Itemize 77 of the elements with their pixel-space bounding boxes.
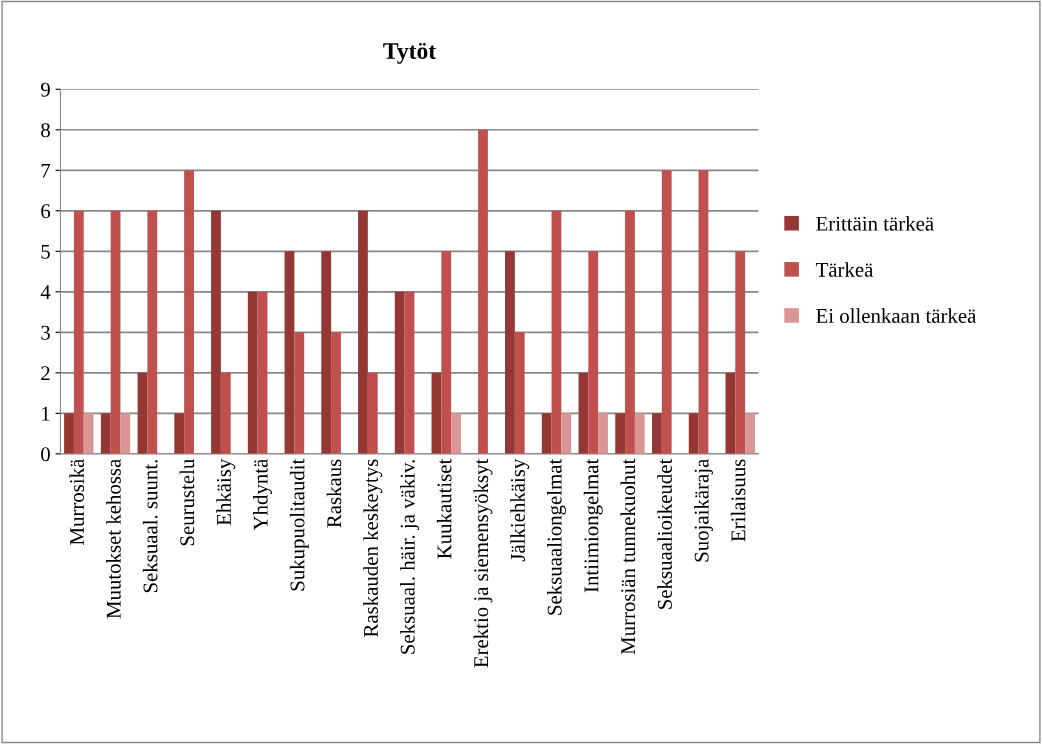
y-tick-label: 9: [40, 82, 50, 97]
x-tick-label: Murrosikä: [69, 458, 85, 545]
bar: [625, 210, 635, 454]
bar: [358, 210, 368, 454]
x-tick-label: Sukupuolitaudit: [289, 458, 309, 591]
bar: [147, 210, 158, 454]
bar: [541, 413, 552, 454]
y-tick-label: 5: [41, 244, 50, 259]
x-tick-label: Seksuaal. suunt.: [142, 460, 158, 593]
bar: [578, 372, 589, 454]
x-tick-label: Yhdyntä: [253, 458, 273, 531]
y-tick-label: 8: [41, 123, 50, 138]
bar: [615, 413, 626, 454]
bar: [598, 413, 608, 454]
bar: [404, 291, 415, 454]
bar: [174, 413, 185, 454]
x-tick-label: Kuukautiset: [436, 458, 452, 559]
bar: [561, 413, 572, 454]
bar: [652, 413, 662, 454]
legend-label: Tärkeä: [815, 262, 874, 277]
bar: [367, 372, 378, 454]
bar: [698, 170, 709, 454]
legend-label: Ei ollenkaan tärkeä: [816, 308, 977, 323]
x-tick-label: Jälkiehkäisy: [510, 458, 530, 562]
x-tick-label: Erektio ja siemensyöksyt: [473, 458, 493, 668]
legend-label: Erittäin tärkeä: [816, 216, 934, 231]
bar: [321, 251, 332, 454]
bar: [184, 170, 194, 454]
bar: [294, 332, 305, 454]
bar: [247, 291, 258, 454]
bar: [745, 413, 755, 454]
bar: [220, 372, 231, 454]
y-tick-label: 0: [41, 447, 50, 462]
x-tick-label: Seksuaalioikeudet: [657, 458, 672, 609]
bar: [284, 251, 295, 454]
bar: [137, 372, 148, 454]
bar: [257, 291, 268, 454]
bar: [661, 170, 672, 454]
chart-title: Tytöt: [383, 42, 437, 64]
bar: [73, 210, 84, 454]
bar: [83, 413, 94, 454]
y-tick-label: 4: [40, 285, 51, 300]
bar: [394, 291, 405, 454]
x-tick-label: Seksuaal. häir. ja väkiv.: [400, 460, 419, 654]
bar: [514, 332, 525, 454]
x-tick-label: Raskauden keskeytys: [363, 459, 383, 637]
bar: [505, 251, 515, 454]
bar: [64, 413, 74, 454]
bar: [725, 372, 736, 454]
bar: [331, 332, 341, 454]
y-tick-label: 7: [41, 163, 51, 178]
y-tick-label: 2: [41, 366, 50, 381]
bar: [451, 413, 461, 454]
bar: [100, 413, 111, 454]
x-tick-label: Erilaisuus: [730, 459, 746, 542]
bar: [478, 129, 488, 454]
bar: [431, 372, 442, 454]
bar: [634, 413, 645, 454]
bar: [110, 210, 121, 454]
bar: [441, 251, 452, 454]
x-tick-label: Seurustelu: [179, 459, 195, 546]
y-tick-label: 6: [41, 204, 51, 219]
x-tick-label: Intiimiongelmat: [583, 458, 603, 593]
bar: [551, 210, 562, 454]
bar: [688, 413, 699, 454]
x-tick-label: Suojaikäraja: [694, 458, 713, 562]
y-tick-label: 3: [41, 325, 50, 340]
y-tick-label: 1: [42, 406, 50, 421]
x-tick-label: Ehkäisy: [216, 458, 236, 526]
x-tick-label: Muutokset kehossa: [106, 458, 121, 619]
bar: [211, 210, 221, 454]
x-tick-label: Murrosiän tunnekuohut: [620, 458, 636, 655]
bar: [588, 251, 599, 454]
bar: [120, 413, 131, 454]
x-tick-label: Seksuaaliongelmat: [547, 458, 566, 615]
x-tick-label: Raskaus: [326, 459, 342, 528]
bar: [735, 251, 746, 454]
